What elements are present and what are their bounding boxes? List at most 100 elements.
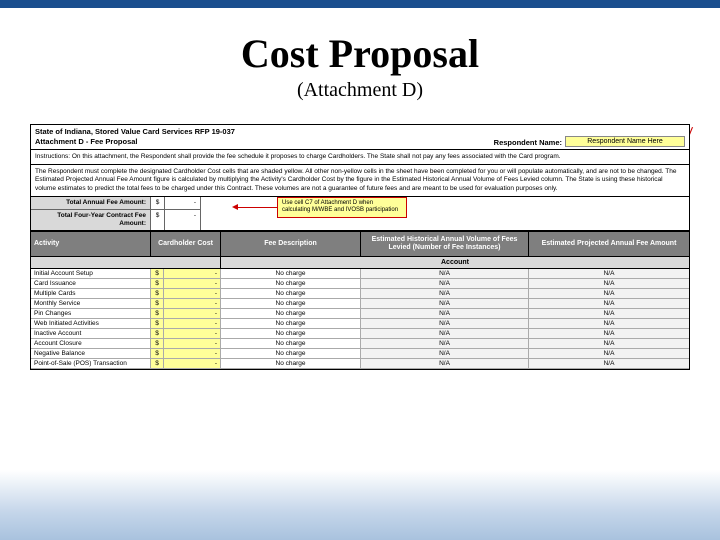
cell-cost-value[interactable]: - (164, 299, 220, 308)
top-accent-bar (0, 0, 720, 8)
cell-cost-value[interactable]: - (164, 319, 220, 328)
cell-volume: N/A (361, 349, 529, 358)
cell-currency: $ (151, 269, 164, 278)
table-row: Card Issuance$-No chargeN/AN/A (31, 279, 689, 289)
cell-cost-value[interactable]: - (164, 329, 220, 338)
cell-currency: $ (151, 359, 164, 368)
respondent-name-label: Respondent Name: (494, 138, 562, 147)
cell-activity: Web Initiated Activities (31, 319, 151, 328)
cell-activity: Inactive Account (31, 329, 151, 338)
col-desc: Fee Description (221, 232, 361, 256)
table-row: Point-of-Sale (POS) Transaction$-No char… (31, 359, 689, 369)
arrow-icon (237, 207, 277, 208)
cell-cost-value[interactable]: - (164, 279, 220, 288)
cell-desc: No charge (221, 329, 361, 338)
cell-desc: No charge (221, 279, 361, 288)
cell-cost[interactable]: $- (151, 269, 221, 278)
cell-currency: $ (151, 329, 164, 338)
cell-cost[interactable]: $- (151, 289, 221, 298)
page-title: Cost Proposal (0, 30, 720, 77)
cell-cost-value[interactable]: - (164, 269, 220, 278)
total-annual-currency: $ (151, 197, 165, 209)
cell-currency: $ (151, 299, 164, 308)
cell-desc: No charge (221, 359, 361, 368)
cell-cost[interactable]: $- (151, 309, 221, 318)
cell-activity: Card Issuance (31, 279, 151, 288)
cell-volume: N/A (361, 319, 529, 328)
cell-cost-value[interactable]: - (164, 339, 220, 348)
col-cost: Cardholder Cost (151, 232, 221, 256)
cell-volume: N/A (361, 289, 529, 298)
section-row: Account (31, 256, 689, 269)
data-rows: Initial Account Setup$-No chargeN/AN/ACa… (31, 269, 689, 369)
table-row: Negative Balance$-No chargeN/AN/A (31, 349, 689, 359)
cell-cost[interactable]: $- (151, 359, 221, 368)
cell-amount: N/A (529, 329, 689, 338)
cell-desc: No charge (221, 299, 361, 308)
totals-section: Total Annual Fee Amount: $ - Total Four-… (31, 197, 689, 231)
cell-activity: Initial Account Setup (31, 269, 151, 278)
cell-desc: No charge (221, 309, 361, 318)
spreadsheet-embed: State of Indiana, Stored Value Card Serv… (30, 124, 690, 370)
cell-cost[interactable]: $- (151, 339, 221, 348)
col-amt: Estimated Projected Annual Fee Amount (529, 232, 689, 256)
cell-volume: N/A (361, 339, 529, 348)
cell-desc: No charge (221, 319, 361, 328)
table-row: Pin Changes$-No chargeN/AN/A (31, 309, 689, 319)
cell-volume: N/A (361, 309, 529, 318)
cell-amount: N/A (529, 359, 689, 368)
cell-amount: N/A (529, 309, 689, 318)
callout-note: Use cell C7 of Attachment D when calcula… (277, 197, 407, 217)
table-row: Monthly Service$-No chargeN/AN/A (31, 299, 689, 309)
cell-volume: N/A (361, 359, 529, 368)
sheet-header-left: State of Indiana, Stored Value Card Serv… (31, 125, 494, 149)
col-activity: Activity (31, 232, 151, 256)
cell-amount: N/A (529, 349, 689, 358)
cell-amount: N/A (529, 339, 689, 348)
cell-activity: Negative Balance (31, 349, 151, 358)
col-vol: Estimated Historical Annual Volume of Fe… (361, 232, 529, 256)
cell-activity: Point-of-Sale (POS) Transaction (31, 359, 151, 368)
cell-currency: $ (151, 349, 164, 358)
cell-activity: Monthly Service (31, 299, 151, 308)
cell-volume: N/A (361, 269, 529, 278)
total-fouryear-currency: $ (151, 210, 165, 230)
cell-volume: N/A (361, 279, 529, 288)
cell-volume: N/A (361, 329, 529, 338)
table-row: Web Initiated Activities$-No chargeN/AN/… (31, 319, 689, 329)
page-subtitle: (Attachment D) (0, 79, 720, 102)
cell-cost[interactable]: $- (151, 329, 221, 338)
bottom-gradient (0, 470, 720, 540)
cell-volume: N/A (361, 299, 529, 308)
cell-desc: No charge (221, 289, 361, 298)
attachment-label: Attachment D - Fee Proposal (35, 137, 138, 146)
cell-activity: Account Closure (31, 339, 151, 348)
cell-cost-value[interactable]: - (164, 359, 220, 368)
cell-currency: $ (151, 339, 164, 348)
rfp-title: State of Indiana, Stored Value Card Serv… (35, 127, 235, 136)
cell-cost-value[interactable]: - (164, 349, 220, 358)
respondent-name-input[interactable]: Respondent Name Here (565, 136, 685, 147)
cell-currency: $ (151, 279, 164, 288)
total-fouryear-label: Total Four-Year Contract Fee Amount: (31, 210, 151, 230)
cell-amount: N/A (529, 279, 689, 288)
cell-amount: N/A (529, 319, 689, 328)
cell-cost[interactable]: $- (151, 279, 221, 288)
cell-cost[interactable]: $- (151, 349, 221, 358)
cell-amount: N/A (529, 299, 689, 308)
cell-cost[interactable]: $- (151, 299, 221, 308)
cell-activity: Multiple Cards (31, 289, 151, 298)
table-row: Initial Account Setup$-No chargeN/AN/A (31, 269, 689, 279)
column-headers: Activity Cardholder Cost Fee Description… (31, 232, 689, 256)
instructions-block-1: Instructions: On this attachment, the Re… (31, 150, 689, 165)
cell-cost[interactable]: $- (151, 319, 221, 328)
cell-desc: No charge (221, 349, 361, 358)
instructions-block-2: The Respondent must complete the designa… (31, 165, 689, 197)
cell-amount: N/A (529, 269, 689, 278)
cell-cost-value[interactable]: - (164, 309, 220, 318)
cell-cost-value[interactable]: - (164, 289, 220, 298)
total-fouryear-value: - (165, 210, 201, 230)
table-row: Multiple Cards$-No chargeN/AN/A (31, 289, 689, 299)
title-area: Cost Proposal (Attachment D) (0, 8, 720, 106)
sheet-header: State of Indiana, Stored Value Card Serv… (31, 125, 689, 150)
